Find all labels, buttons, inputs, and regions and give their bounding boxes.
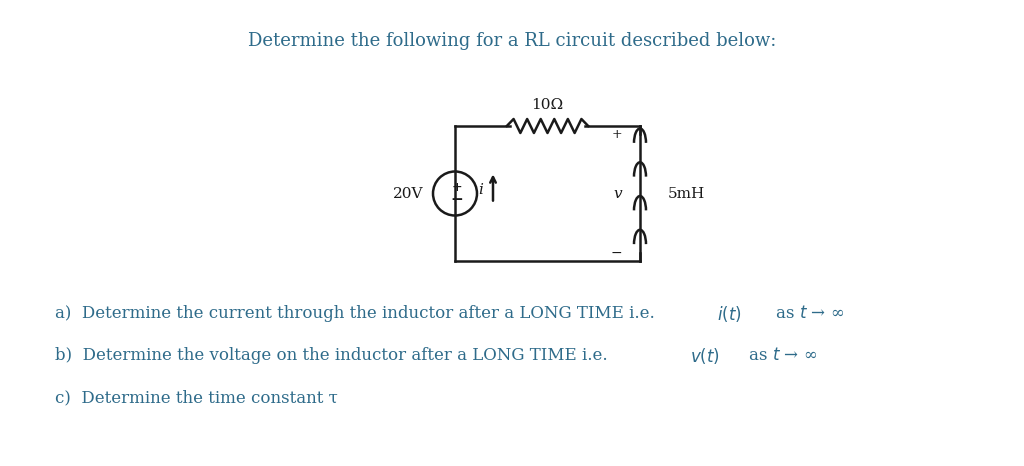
Text: +: + [611,128,622,141]
Text: i: i [478,183,483,197]
Text: +: + [452,181,462,194]
Text: $v(t)$: $v(t)$ [690,346,720,366]
Text: v: v [613,186,622,200]
Text: 10Ω: 10Ω [531,98,563,112]
Text: c)  Determine the time constant τ: c) Determine the time constant τ [55,390,338,406]
Text: 20V: 20V [392,186,423,200]
Text: a)  Determine the current through the inductor after a LONG TIME i.e.: a) Determine the current through the ind… [55,306,660,322]
Text: as $t$ → ∞: as $t$ → ∞ [743,348,817,364]
Text: $i(t)$: $i(t)$ [717,304,741,324]
Text: b)  Determine the voltage on the inductor after a LONG TIME i.e.: b) Determine the voltage on the inductor… [55,348,613,364]
Text: −: − [451,193,464,207]
Text: −: − [610,246,622,260]
Text: 5mH: 5mH [668,186,706,200]
Text: Determine the following for a RL circuit described below:: Determine the following for a RL circuit… [248,32,776,50]
Text: as $t$ → ∞: as $t$ → ∞ [770,306,844,322]
